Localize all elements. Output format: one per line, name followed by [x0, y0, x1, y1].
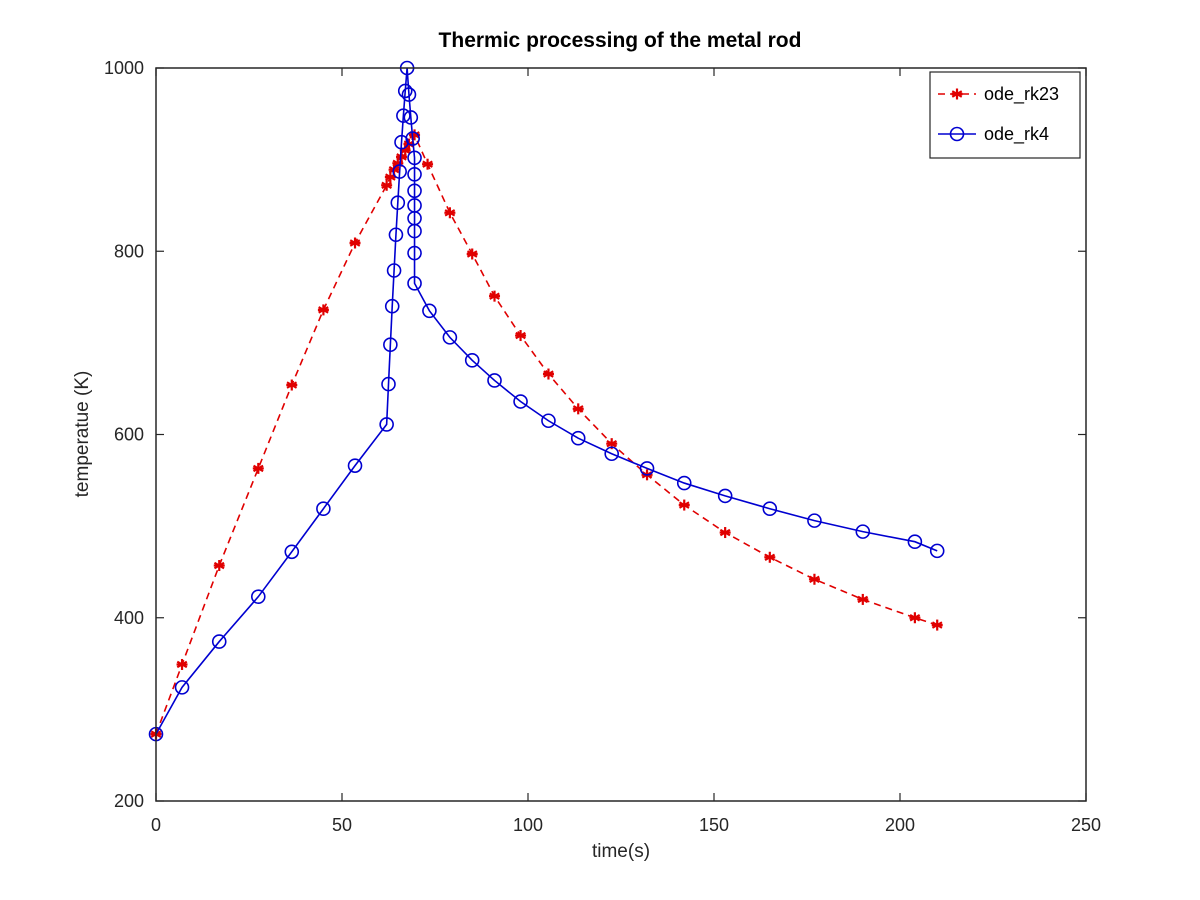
y-tick-label: 600 — [114, 425, 144, 445]
data-point — [407, 150, 422, 166]
data-point — [392, 164, 407, 179]
legend: ode_rk23 ode_rk4 — [929, 71, 1081, 159]
data-point — [570, 430, 586, 446]
data-point — [381, 179, 393, 191]
data-point — [764, 551, 776, 563]
data-point — [409, 129, 421, 141]
y-tick-label: 200 — [114, 791, 144, 811]
data-point — [284, 544, 300, 560]
data-point — [347, 458, 363, 473]
data-point — [407, 183, 422, 199]
data-point — [250, 589, 266, 604]
data-point — [405, 131, 420, 146]
data-point — [857, 593, 869, 605]
legend-marker — [949, 126, 965, 142]
data-point — [286, 379, 298, 391]
data-point — [808, 573, 820, 585]
data-point — [515, 330, 527, 342]
data-point — [678, 499, 690, 511]
data-point — [676, 475, 692, 491]
x-axis: 0 50 100 150 200 250 — [151, 68, 1101, 835]
data-point — [317, 304, 329, 316]
data-point — [542, 368, 554, 380]
data-point — [929, 543, 945, 559]
data-point — [316, 501, 331, 517]
x-tick-label: 150 — [699, 815, 729, 835]
data-point — [639, 461, 655, 476]
data-point — [807, 513, 822, 528]
x-axis-label: time(s) — [592, 841, 650, 862]
data-point — [379, 417, 394, 432]
x-tick-label: 50 — [332, 815, 352, 835]
y-axis-label: temperatue (K) — [72, 371, 93, 498]
data-point — [572, 403, 584, 415]
chart-title: Thermic processing of the metal rod — [439, 29, 802, 52]
x-tick-label: 0 — [151, 815, 161, 835]
legend-box — [929, 71, 1081, 159]
data-point — [401, 87, 417, 102]
series-line — [155, 67, 938, 735]
data-point — [719, 527, 731, 539]
data-point — [604, 446, 620, 462]
data-point — [513, 394, 528, 409]
data-point — [422, 158, 434, 170]
data-point — [407, 276, 422, 291]
y-axis: 200 400 600 800 1000 — [104, 58, 1086, 811]
data-point — [909, 612, 921, 624]
data-point — [396, 108, 411, 123]
data-point — [252, 462, 264, 474]
legend-marker — [951, 88, 963, 100]
data-point — [213, 560, 225, 572]
data-point — [717, 488, 733, 504]
data-point — [855, 524, 871, 539]
data-point — [211, 634, 227, 649]
data-point — [464, 352, 480, 368]
data-point — [489, 290, 501, 302]
data-point — [907, 534, 923, 550]
data-point — [407, 166, 422, 182]
data-point — [931, 619, 943, 631]
data-point — [442, 330, 458, 345]
x-tick-label: 250 — [1071, 815, 1101, 835]
data-point — [466, 248, 478, 260]
y-tick-label: 800 — [114, 241, 144, 261]
data-point — [174, 680, 190, 695]
data-point — [487, 373, 502, 388]
data-point — [541, 413, 556, 429]
data-point — [381, 376, 396, 392]
series-ode_rk4 — [148, 60, 945, 742]
x-tick-label: 200 — [885, 815, 915, 835]
data-point — [390, 195, 406, 210]
data-point — [403, 110, 419, 125]
data-point — [176, 658, 188, 670]
x-tick-label: 100 — [513, 815, 543, 835]
data-point — [762, 501, 778, 517]
data-point — [383, 337, 398, 353]
legend-label: ode_rk4 — [984, 124, 1049, 145]
data-point — [407, 223, 422, 239]
data-point — [422, 303, 437, 319]
y-tick-label: 400 — [114, 608, 144, 628]
data-point — [386, 263, 402, 278]
data-point — [349, 237, 361, 249]
data-point — [444, 207, 456, 219]
plot-area — [156, 68, 1086, 801]
data-point — [407, 245, 422, 261]
data-point — [397, 83, 413, 99]
data-point — [388, 227, 404, 243]
legend-label: ode_rk23 — [984, 84, 1059, 105]
series-ode_rk23 — [150, 129, 943, 740]
data-point — [384, 298, 400, 314]
y-tick-label: 1000 — [104, 58, 144, 78]
plot-layer — [148, 60, 945, 742]
